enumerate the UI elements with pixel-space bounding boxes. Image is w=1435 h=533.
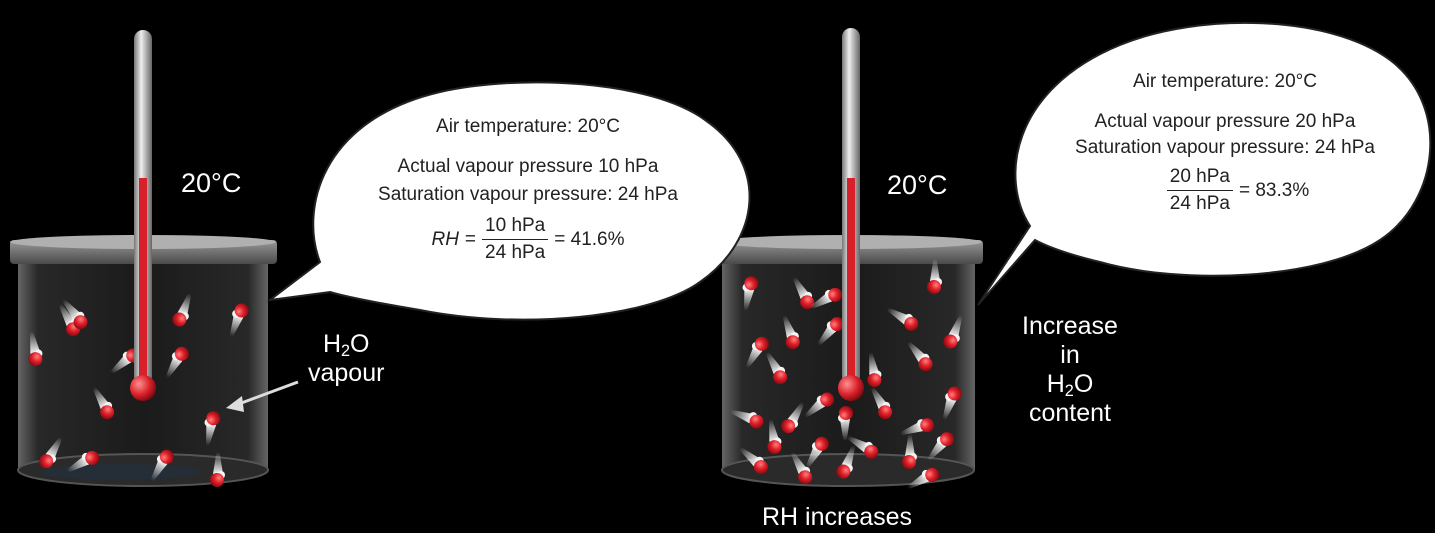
water-molecule-icon [767,419,782,455]
water-molecule-icon [730,409,764,429]
water-molecule-icon [838,406,853,441]
water-molecule-icon [782,315,800,350]
water-molecule-icon [886,307,919,331]
left-fraction: 10 hPa 24 hPa [482,215,549,264]
water-molecule-icon [92,386,115,420]
water-molecule-icon [745,336,769,369]
right-h2o-formula: H2O [1046,370,1094,401]
left-actual-vapour: Actual vapour pressure 10 hPa [397,156,659,177]
right-bubble-text: Air temperature: 20°C Actual vapour pres… [1020,68,1430,215]
right-actual-vapour: Actual vapour pressure 20 hPa [1094,111,1356,132]
right-denominator: 24 hPa [1169,193,1230,214]
left-numerator: 10 hPa [482,215,549,240]
right-temperature-label: 20°C [887,170,948,200]
right-rh-equation: 20 hPa 24 hPa = 83.3% [1020,166,1430,215]
water-molecule-icon [902,434,917,469]
left-temperature-label: 20°C [181,168,242,198]
right-air-temperature: Air temperature: 20°C [1133,71,1317,92]
water-molecule-icon [870,386,893,420]
water-molecule-icon [62,299,88,330]
water-molecule-icon [165,346,189,379]
water-molecule-icon [809,287,843,310]
left-saturation-vapour: Saturation vapour pressure: 24 hPa [378,184,678,205]
increase-h2o-label: Increase in H2O content [1010,312,1130,428]
left-air-temperature: Air temperature: 20°C [436,116,620,137]
rh-increases-caption: RH increases [762,503,913,531]
water-molecule-icon [150,449,174,482]
water-molecule-icon [28,331,43,367]
water-molecule-icon [804,392,835,418]
water-molecule-icon [66,450,100,473]
water-molecule-icon [742,276,759,311]
water-molecule-icon [927,432,955,461]
water-molecule-icon [790,451,813,485]
vapour-word: vapour [308,359,385,387]
water-molecule-icon [942,386,962,420]
water-molecule-icon [792,276,815,310]
rh-symbol: RH [431,228,459,250]
water-molecule-icon [210,452,225,487]
left-rh-equation: RH = 10 hPa 24 hPa = 41.6% [318,215,738,264]
water-molecule-icon [765,351,788,385]
h2o-vapour-label: H2O vapour [308,330,384,388]
right-fraction: 20 hPa 24 hPa [1166,166,1233,215]
water-molecule-icon [781,401,805,434]
water-molecule-icon [906,467,940,490]
water-molecule-icon [927,259,942,294]
water-molecule-icon [39,436,63,469]
left-thermometer [130,30,156,401]
water-molecule-icon [867,352,882,388]
right-numerator: 20 hPa [1166,166,1233,191]
water-molecule-icon [836,445,856,479]
h2o-formula: H2O [322,330,370,361]
right-saturation-vapour: Saturation vapour pressure: 24 hPa [1075,137,1375,158]
water-molecule-icon [817,317,845,346]
content-word: content [1028,399,1111,427]
right-thermometer [838,28,864,401]
water-molecule-icon [943,315,963,349]
left-denominator: 24 hPa [485,242,546,263]
water-molecule-icon [907,341,933,372]
left-bubble-text: Air temperature: 20°C Actual vapour pres… [318,113,738,264]
right-result: = 83.3% [1238,179,1310,201]
left-speech-bubble [266,81,751,321]
water-molecule-icon [900,418,935,436]
water-molecule-icon [204,411,221,446]
water-molecule-icon [172,293,192,327]
left-result: = 41.6% [554,228,625,250]
vapour-arrow [226,380,299,412]
rh-equals: = [464,228,477,250]
in-word: in [1060,341,1080,369]
water-molecule-icon [805,436,829,469]
right-speech-bubble [977,21,1432,306]
water-molecule-icon [846,435,879,459]
increase-word: Increase [1022,312,1118,340]
water-molecule-icon [229,303,249,337]
water-molecule-icon [739,447,768,475]
